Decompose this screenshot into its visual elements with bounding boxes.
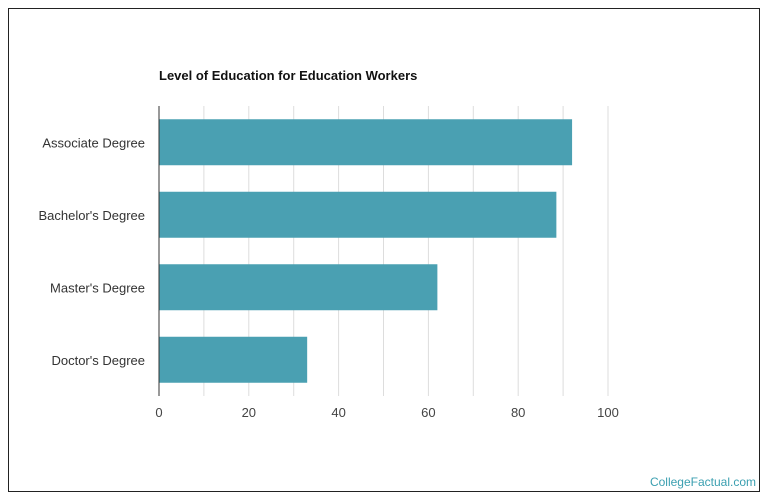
x-tick-label: 0 [155,405,162,420]
category-label: Doctor's Degree [51,353,145,368]
bar[interactable] [159,191,557,238]
bar[interactable] [159,119,573,166]
x-tick-label: 40 [331,405,345,420]
category-label: Associate Degree [42,135,145,150]
bar[interactable] [159,264,438,311]
chart-title: Level of Education for Education Workers [159,68,418,83]
x-tick-label: 80 [511,405,525,420]
x-tick-label: 60 [421,405,435,420]
category-label: Bachelor's Degree [38,208,145,223]
watermark-text[interactable]: CollegeFactual.com [649,475,756,489]
x-tick-label: 20 [242,405,256,420]
category-label: Master's Degree [50,280,145,295]
bars [159,119,573,383]
labels: Associate Degree Bachelor's Degree Master'… [38,135,618,420]
x-tick-label: 100 [597,405,619,420]
bar[interactable] [159,336,308,383]
